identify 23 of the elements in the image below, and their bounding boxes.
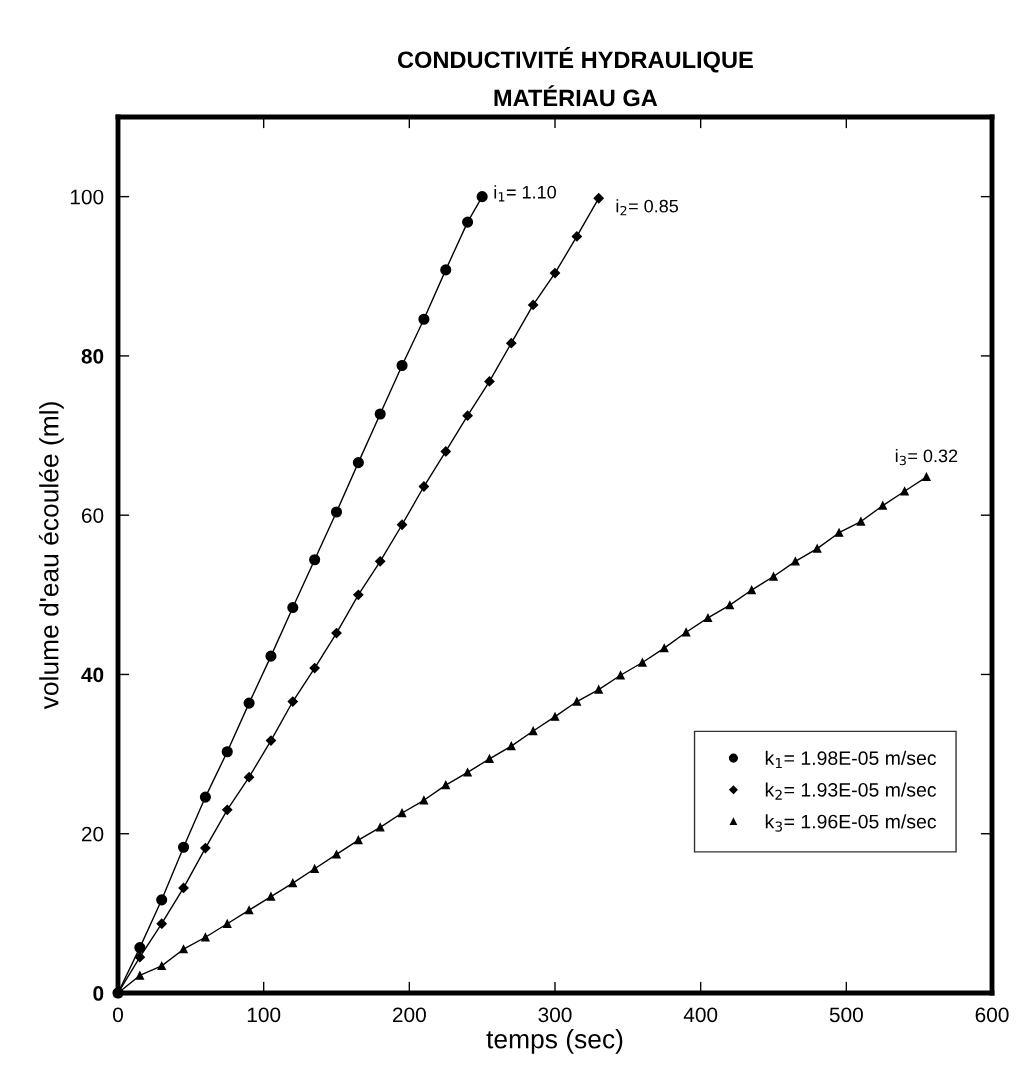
x-tick-label: 500 bbox=[829, 1007, 863, 1023]
legend-label: k$_{3}$= 1.96E-05 m/sec bbox=[765, 814, 937, 832]
annotation: i$_{1}$= 1.10 bbox=[494, 185, 556, 202]
x-tick-label: 100 bbox=[247, 1007, 281, 1023]
x-tick-label: 400 bbox=[683, 1007, 718, 1023]
y-axis-title: volume d'eau écoulée (ml) bbox=[38, 402, 64, 710]
x-tick-label: 200 bbox=[393, 1007, 426, 1023]
x-tick-label: 300 bbox=[538, 1007, 572, 1023]
legend-label: k$_{1}$= 1.98E-05 m/sec bbox=[765, 750, 937, 769]
chart-subtitle: MATÉRIAU GA bbox=[494, 85, 658, 107]
y-tick-label: 0 bbox=[93, 986, 104, 1001]
x-axis-title: temps (sec) bbox=[486, 1029, 623, 1054]
legend-label: k$_{2}$= 1.93E-05 m/sec bbox=[765, 782, 937, 800]
y-tick-label: 40 bbox=[81, 667, 104, 683]
y-tick-label: 80 bbox=[81, 348, 104, 364]
y-tick-label: 20 bbox=[81, 826, 104, 842]
chart-title: CONDUCTIVITÉ HYDRAULIQUE bbox=[397, 46, 753, 73]
x-tick-label: 600 bbox=[975, 1007, 1009, 1023]
x-tick-label: 0 bbox=[113, 1007, 123, 1023]
y-tick-label: 100 bbox=[70, 189, 104, 205]
y-tick-label: 60 bbox=[82, 508, 104, 523]
annotation: i$_{2}$= 0.85 bbox=[616, 199, 679, 216]
annotation: i$_{3}$= 0.32 bbox=[895, 449, 958, 466]
